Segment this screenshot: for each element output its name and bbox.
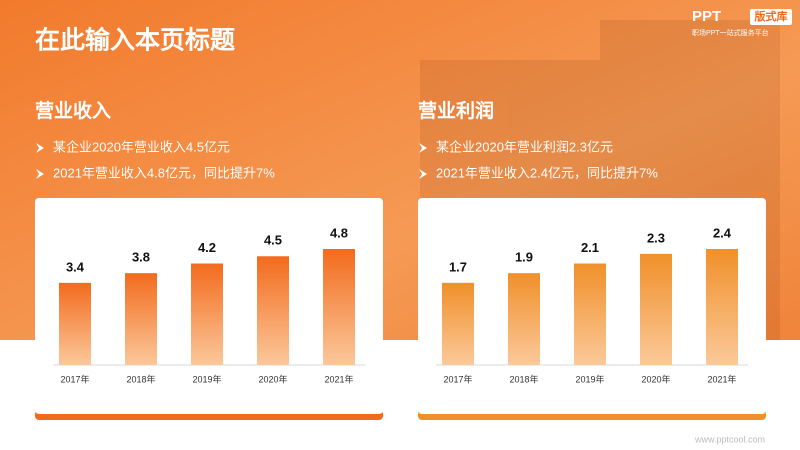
- slide-title: 在此输入本页标题: [35, 26, 235, 55]
- bar: [125, 273, 157, 365]
- x-tick-label: 2017年: [443, 373, 472, 384]
- chart-title: 营业利润: [418, 99, 494, 122]
- bullet-text: 2021年营业收入4.8亿元，同比提升7%: [53, 165, 275, 180]
- bar: [508, 273, 540, 365]
- bar: [706, 249, 738, 365]
- x-tick-label: 2020年: [641, 373, 670, 384]
- bar: [574, 263, 606, 365]
- bar: [257, 256, 289, 365]
- bullet-arrow: [36, 143, 44, 153]
- bar: [191, 263, 223, 365]
- bar: [59, 282, 91, 365]
- value-label: 4.2: [198, 240, 216, 255]
- value-label: 3.4: [66, 259, 85, 274]
- value-label: 1.9: [515, 250, 533, 265]
- logo-mark: PPT: [692, 8, 721, 25]
- logo: PPT 版式库 职场PPT一站式服务平台: [692, 8, 792, 37]
- x-tick-label: 2020年: [258, 373, 287, 384]
- x-tick-label: 2018年: [126, 373, 155, 384]
- value-label: 1.7: [449, 259, 467, 274]
- watermark: www.pptcool.com: [694, 434, 765, 444]
- x-tick-label: 2017年: [60, 373, 89, 384]
- value-label: 3.8: [132, 250, 150, 265]
- bullet-text: 某企业2020年营业利润2.3亿元: [436, 139, 613, 154]
- bullet-arrow: [419, 169, 427, 179]
- value-label: 2.4: [713, 225, 732, 240]
- bullet-text: 某企业2020年营业收入4.5亿元: [53, 139, 230, 154]
- x-tick-label: 2021年: [707, 373, 736, 384]
- bullet-text: 2021年营业收入2.4亿元，同比提升7%: [436, 165, 658, 180]
- value-label: 4.5: [264, 233, 282, 248]
- bullet-arrow: [36, 169, 44, 179]
- value-label: 2.1: [581, 240, 599, 255]
- x-tick-label: 2018年: [509, 373, 538, 384]
- bar: [442, 282, 474, 365]
- bar: [323, 249, 355, 365]
- value-label: 2.3: [647, 230, 665, 245]
- x-tick-label: 2021年: [324, 373, 353, 384]
- logo-badge-bg: [750, 9, 792, 25]
- chart-title: 营业收入: [35, 99, 111, 122]
- x-tick-label: 2019年: [575, 373, 604, 384]
- value-label: 4.8: [330, 225, 348, 240]
- x-tick-label: 2019年: [192, 373, 221, 384]
- logo-tagline: 职场PPT一站式服务平台: [692, 28, 769, 37]
- bullet-arrow: [419, 143, 427, 153]
- bar: [640, 253, 672, 365]
- logo-badge: 版式库: [755, 9, 788, 23]
